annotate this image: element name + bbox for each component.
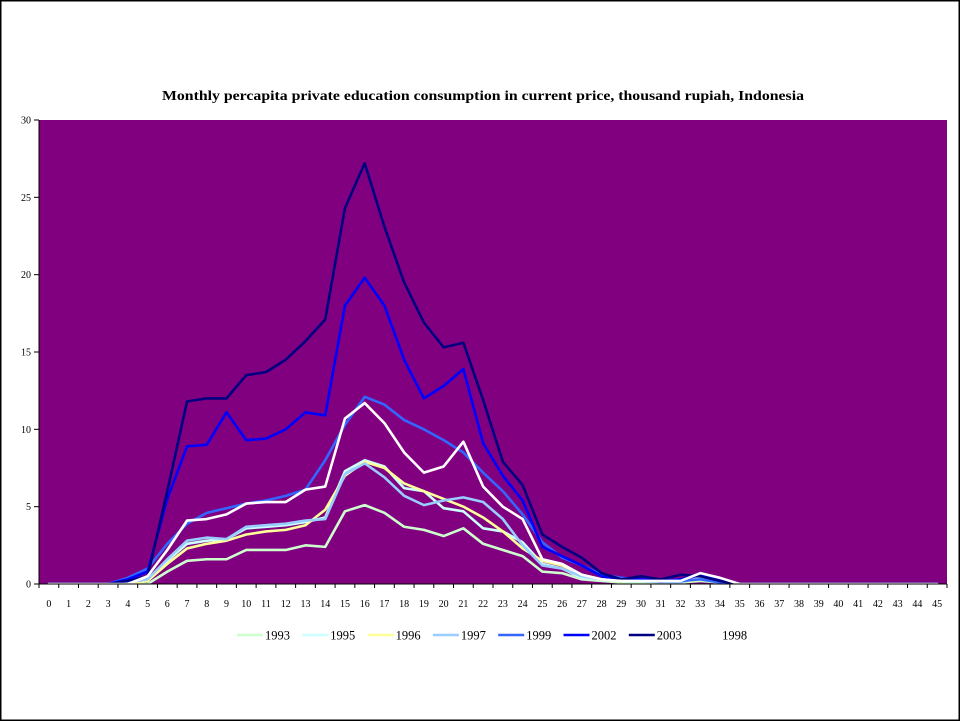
x-tick-label: 43 [893,599,903,610]
legend-item-1998: 1998 [694,629,747,643]
legend: 1993 1995 1996 1997 1999 2002 2003 1998 [237,629,747,643]
x-tick-label: 9 [224,599,229,610]
series-line-1997 [47,462,939,584]
x-tick-label: 13 [300,599,310,610]
x-tick-label: 20 [439,599,449,610]
x-tick-label: 42 [873,599,883,610]
y-tick-label: 25 [21,193,31,204]
x-tick-label: 24 [518,599,528,610]
y-tick-label: 15 [21,348,31,359]
x-tick-label: 34 [715,599,725,610]
legend-item-1995: 1995 [302,629,355,643]
x-tick-label: 8 [204,599,209,610]
legend-item-1997: 1997 [432,629,486,643]
legend-item-1996: 1996 [367,629,421,643]
x-tick-label: 44 [912,599,922,610]
series-line-1996 [47,460,939,584]
x-tick-label: 11 [261,599,271,610]
y-tick-label: 20 [21,270,31,281]
legend-label: 2003 [657,629,682,643]
x-tick-label: 40 [833,599,843,610]
legend-label: 1995 [330,629,355,643]
x-tick-label: 19 [419,599,429,610]
x-tick-label: 16 [360,599,370,610]
legend-item-1999: 1999 [498,629,551,643]
series-line-1999 [47,395,939,584]
plot-area [39,120,947,584]
series-line-1993 [47,503,939,584]
x-tick-label: 3 [106,599,111,610]
series-line-2003 [47,162,939,584]
x-tick-label: 4 [125,599,130,610]
x-tick-label: 36 [754,599,764,610]
x-tick-label: 33 [695,599,705,610]
x-tick-label: 35 [735,599,745,610]
legend-label: 1996 [396,629,421,643]
x-tick-label: 38 [794,599,804,610]
y-tick-label: 30 [21,116,31,127]
legend-label: 1993 [265,629,290,643]
x-tick-label: 0 [46,599,51,610]
x-tick-label: 5 [145,599,150,610]
legend-label: 2002 [592,629,617,643]
legend-item-2003: 2003 [628,629,682,643]
legend-label: 1999 [526,629,551,643]
x-tick-label: 2 [86,599,91,610]
legend-label: 1998 [722,629,747,643]
chart-title: Monthly percapita private education cons… [162,88,804,103]
x-tick-label: 31 [656,599,666,610]
x-tick-label: 37 [774,599,784,610]
y-tick-label: 5 [26,502,31,513]
x-tick-label: 41 [853,599,863,610]
x-tick-label: 29 [616,599,626,610]
x-tick-label: 39 [814,599,824,610]
x-tick-label: 6 [165,599,170,610]
legend-label: 1997 [461,629,486,643]
x-tick-label: 25 [537,599,547,610]
y-tick-label: 10 [21,425,31,436]
x-tick-label: 30 [636,599,646,610]
x-tick-label: 22 [478,599,488,610]
x-tick-label: 23 [498,599,508,610]
x-tick-label: 26 [557,599,567,610]
x-tick-label: 28 [597,599,607,610]
x-tick-label: 27 [577,599,587,610]
legend-item-2002: 2002 [563,629,617,643]
x-tick-label: 1 [66,599,71,610]
x-tick-label: 21 [458,599,468,610]
x-tick-label: 15 [340,599,350,610]
series-line-2002 [47,276,939,584]
x-tick-label: 12 [281,599,291,610]
series-group [47,162,939,584]
x-tick-label: 45 [932,599,942,610]
y-tick-label: 0 [26,580,31,591]
series-line-1998 [47,401,939,584]
series-line-1995 [47,458,939,584]
x-tick-label: 17 [379,599,389,610]
x-tick-label: 14 [320,599,330,610]
x-tick-label: 18 [399,599,409,610]
legend-item-1993: 1993 [237,629,290,643]
x-tick-label: 32 [676,599,686,610]
x-tick-label: 10 [241,599,251,610]
x-tick-label: 7 [185,599,190,610]
